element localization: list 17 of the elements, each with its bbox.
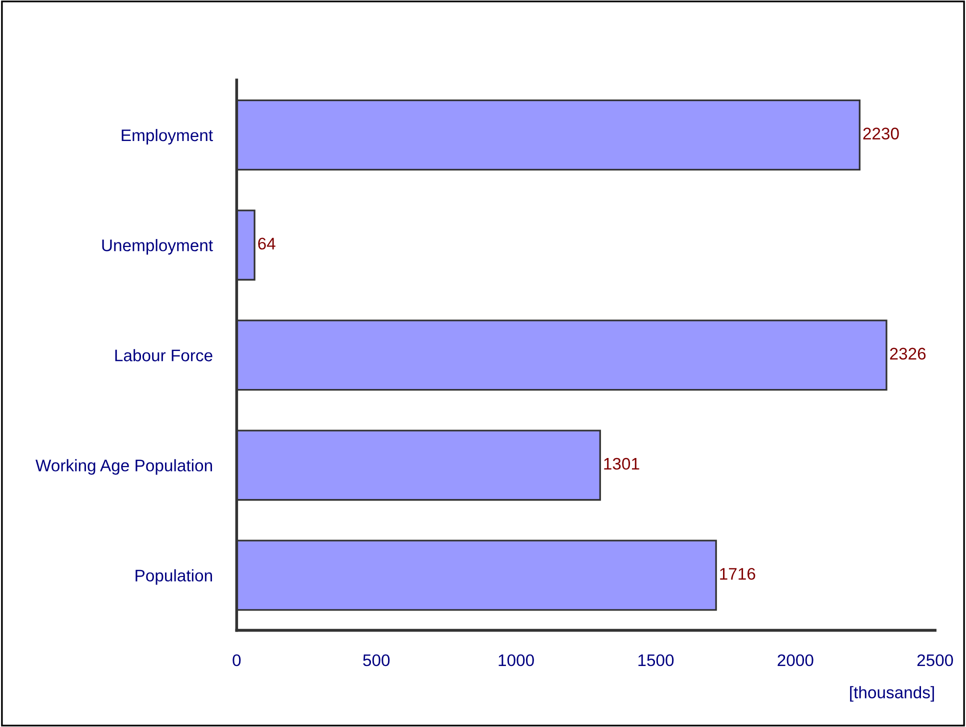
y-tick-label: Unemployment: [102, 239, 213, 255]
y-tick-label: Employment: [122, 128, 213, 144]
data-label: 64: [258, 238, 276, 250]
x-tick-label: 1000: [498, 654, 534, 666]
x-tick-label: 0: [232, 654, 241, 666]
x-tick-label: 500: [363, 654, 390, 666]
x-tick-label: 1500: [638, 654, 674, 666]
data-label: 2230: [863, 128, 899, 140]
x-axis-title: [thousands]: [850, 686, 934, 702]
y-tick-label: Working Age Population: [36, 459, 212, 475]
y-tick-label: Labour Force: [115, 349, 212, 362]
data-label: 1716: [720, 568, 756, 580]
x-tick-label: 2500: [917, 654, 953, 666]
x-tick-label: 2000: [778, 654, 814, 666]
data-label: 1301: [604, 458, 640, 470]
data-label: 2326: [890, 348, 926, 360]
y-tick-label: Population: [136, 569, 212, 585]
